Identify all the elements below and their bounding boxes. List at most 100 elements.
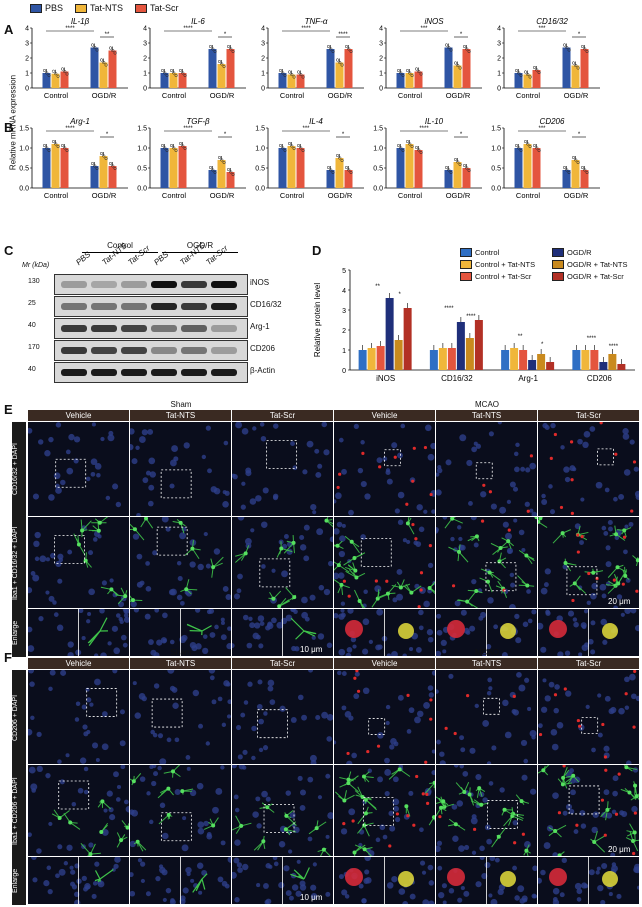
data-point bbox=[458, 162, 462, 167]
data-point bbox=[287, 141, 292, 146]
micrograph bbox=[436, 517, 537, 608]
micrograph bbox=[28, 609, 129, 656]
data-point bbox=[335, 153, 340, 158]
sig-label: * bbox=[398, 292, 401, 298]
data-point bbox=[278, 68, 283, 73]
data-point bbox=[410, 73, 414, 78]
data-point bbox=[565, 168, 569, 172]
y-tick-label: 0.0 bbox=[255, 186, 265, 193]
data-point bbox=[453, 157, 458, 162]
y-tick-label: 1 bbox=[342, 348, 346, 355]
bar bbox=[208, 49, 217, 88]
bar bbox=[344, 49, 353, 88]
bar bbox=[532, 70, 541, 88]
legend-swatch bbox=[552, 260, 564, 269]
legend-swatch bbox=[552, 272, 564, 281]
data-point bbox=[335, 58, 340, 62]
data-point bbox=[292, 75, 296, 79]
data-point bbox=[299, 146, 303, 150]
bar bbox=[581, 350, 590, 370]
y-tick-label: 0 bbox=[261, 86, 265, 93]
data-point bbox=[163, 146, 167, 150]
y-tick-label: 0.5 bbox=[137, 166, 147, 173]
x-tick-label: OGD/R bbox=[210, 191, 235, 200]
bar bbox=[528, 360, 537, 370]
data-point bbox=[528, 75, 532, 79]
x-tick-label: Control bbox=[516, 191, 541, 200]
micrograph bbox=[436, 670, 537, 764]
sig-label: * bbox=[224, 32, 227, 38]
data-point bbox=[178, 68, 183, 73]
blot-band bbox=[211, 303, 237, 310]
y-tick-label: 0.0 bbox=[373, 186, 383, 193]
sig-label: * bbox=[460, 32, 463, 38]
data-point bbox=[217, 155, 222, 160]
data-point bbox=[523, 70, 528, 74]
x-tick-label: Control bbox=[398, 191, 423, 200]
micrograph bbox=[130, 422, 231, 516]
blot-band bbox=[181, 347, 207, 354]
data-point bbox=[338, 156, 342, 160]
bar bbox=[296, 148, 305, 188]
data-point bbox=[576, 160, 580, 165]
bar bbox=[226, 49, 235, 88]
micrograph bbox=[538, 517, 639, 608]
data-point bbox=[349, 49, 353, 54]
bar bbox=[617, 364, 626, 370]
micrograph bbox=[538, 670, 639, 764]
data-point bbox=[208, 165, 213, 170]
bar bbox=[444, 170, 453, 188]
data-point bbox=[414, 145, 419, 150]
data-point bbox=[222, 64, 226, 69]
y-tick-label: 4 bbox=[25, 26, 29, 33]
data-point bbox=[347, 168, 351, 172]
data-point bbox=[401, 73, 405, 78]
data-point bbox=[326, 165, 331, 170]
data-point bbox=[163, 71, 167, 75]
bar bbox=[367, 348, 376, 370]
x-tick-label: Control bbox=[280, 191, 305, 200]
data-point bbox=[104, 156, 108, 161]
data-point bbox=[299, 72, 303, 77]
data-point bbox=[292, 146, 296, 151]
data-point bbox=[51, 69, 56, 73]
data-point bbox=[108, 161, 113, 166]
data-point bbox=[63, 69, 67, 74]
bar bbox=[465, 338, 474, 370]
protein-name: CD16/32 bbox=[250, 300, 282, 309]
y-tick-label: 3 bbox=[497, 41, 501, 48]
y-tick-label: 4 bbox=[261, 26, 265, 33]
bar bbox=[326, 49, 335, 88]
chart-title: IL-10 bbox=[425, 117, 444, 126]
data-point bbox=[65, 72, 69, 76]
data-point bbox=[287, 70, 292, 74]
bar bbox=[108, 166, 117, 188]
sig-label: *** bbox=[420, 26, 428, 32]
blot-band bbox=[181, 281, 207, 288]
mrna-chart: TNF-α 0 1 2 3 4 Control OGD/R **** **** bbox=[261, 17, 364, 100]
bar bbox=[226, 172, 235, 188]
data-point bbox=[211, 168, 215, 172]
bar bbox=[90, 47, 99, 88]
micrograph bbox=[232, 670, 333, 764]
y-tick-label: 1 bbox=[497, 71, 501, 78]
bar bbox=[394, 340, 403, 370]
sig-label: *** bbox=[302, 126, 310, 132]
micrograph bbox=[232, 765, 333, 856]
bar bbox=[405, 144, 414, 188]
data-point bbox=[574, 63, 578, 68]
bar bbox=[160, 148, 169, 188]
legend-item: Control bbox=[460, 248, 499, 257]
bar bbox=[217, 64, 226, 88]
data-point bbox=[396, 68, 401, 73]
x-tick-label: OGD/R bbox=[92, 91, 117, 100]
data-point bbox=[183, 146, 187, 151]
bar bbox=[90, 166, 99, 188]
bar bbox=[414, 71, 423, 88]
data-point bbox=[54, 72, 58, 76]
bar bbox=[571, 65, 580, 88]
y-tick-label: 0.0 bbox=[491, 186, 501, 193]
